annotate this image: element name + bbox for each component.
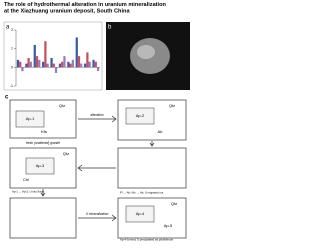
panel-a-frame — [3, 21, 103, 91]
mineral-label: Ap-3 — [36, 163, 45, 168]
diagram-frames — [9, 99, 187, 239]
bar — [75, 37, 78, 68]
bar — [19, 61, 22, 68]
mineral-shape — [15, 110, 45, 128]
y-tick-label: 0 — [11, 65, 13, 69]
bar — [86, 52, 89, 68]
bar — [46, 63, 49, 68]
mineral-label: Ap-5 — [164, 223, 173, 228]
bar — [25, 63, 28, 68]
bar — [42, 61, 45, 68]
bar — [67, 61, 70, 68]
note: Pl → Ab; Kfs → Ab; U migrated out — [120, 191, 163, 195]
caption: alteration — [90, 113, 103, 117]
bar — [35, 56, 39, 68]
bar — [94, 61, 97, 68]
panel-label: b — [108, 25, 112, 31]
bar — [44, 41, 47, 68]
mineral-label: Ab — [158, 129, 164, 134]
bar — [77, 56, 81, 68]
mineral-label: Ap-2 — [136, 113, 145, 118]
panel-label: a — [6, 25, 10, 31]
bar — [38, 59, 41, 68]
bar — [54, 67, 58, 73]
title: The role of hydrothermal alteration in u… — [4, 2, 167, 15]
mineral-label: Qtz — [169, 103, 175, 108]
graphical-abstract: The role of hydrothermal alteration in u… — [3, 2, 190, 242]
y-tick-label: -1 — [10, 84, 13, 88]
mineral-label: Ap-4 — [136, 211, 145, 216]
caption: fresh (unaltered) granite — [26, 141, 60, 145]
mineral-label: Qtz — [63, 151, 69, 156]
bar — [50, 58, 53, 68]
bar — [58, 63, 62, 68]
bar — [61, 61, 64, 68]
y-tick-label: 1 — [11, 47, 13, 51]
bar — [16, 59, 20, 68]
note: Ap-4 formed; U precipitated as pitchblen… — [120, 238, 173, 242]
bar — [92, 59, 95, 68]
page: {"title": "The role of hydrothermal alte… — [3, 2, 190, 242]
bar — [29, 61, 32, 68]
bar — [21, 67, 24, 72]
mineral-core — [137, 45, 155, 59]
bar — [80, 63, 83, 68]
caption: U mineralization — [86, 212, 109, 216]
bar — [71, 59, 74, 68]
mineral-label: Qtz — [171, 201, 177, 206]
mineral-shape — [125, 107, 155, 125]
y-tick-label: 2 — [11, 28, 13, 32]
note: Ap-1 → Ap-2; U into fluids — [12, 190, 45, 194]
panel-label: c — [5, 95, 9, 101]
mineral-label: Chl — [23, 177, 29, 182]
mineral-shape — [125, 205, 155, 223]
bar — [69, 63, 72, 68]
mineral-label: Qtz — [59, 103, 65, 108]
mineral-shape — [25, 157, 55, 175]
bar — [84, 63, 87, 68]
bar — [33, 44, 36, 68]
bar — [96, 67, 100, 72]
bar — [27, 58, 30, 68]
mineral-label: Ap-1 — [26, 116, 35, 121]
bar — [63, 56, 66, 68]
bar — [88, 61, 91, 68]
mineral-label: Kfs — [41, 129, 47, 134]
bar — [52, 63, 55, 68]
